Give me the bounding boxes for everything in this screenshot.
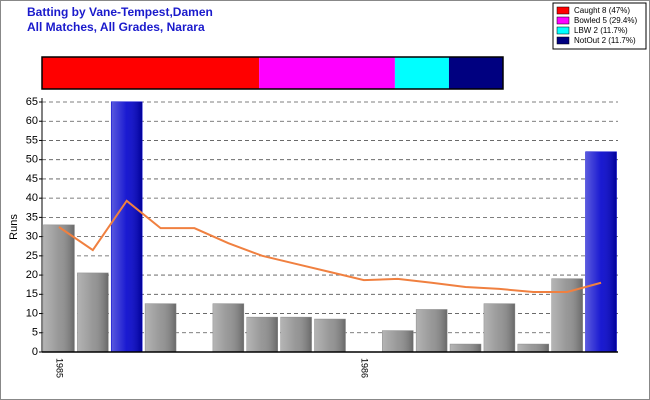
- y-tick-label: 30: [26, 231, 38, 243]
- legend-swatch: [556, 36, 570, 45]
- bar-shade: [450, 344, 481, 352]
- y-tick-label: 20: [26, 269, 38, 281]
- y-tick-label: 10: [26, 307, 38, 319]
- bar-shade: [246, 317, 278, 352]
- y-tick-label: 0: [32, 346, 38, 358]
- legend-swatch: [556, 16, 570, 25]
- y-tick-label: 25: [26, 250, 38, 262]
- bar-shade: [145, 303, 176, 352]
- bar-shade: [213, 303, 244, 352]
- y-axis-label: Runs: [8, 214, 20, 240]
- proportion-segment: [448, 57, 503, 89]
- y-tick-label: 60: [26, 115, 38, 127]
- y-tick-label: 5: [32, 327, 38, 339]
- y-tick-label: 65: [26, 96, 38, 108]
- bar-shade: [585, 152, 617, 352]
- chart-title: Batting by Vane-Tempest,Damen: [27, 5, 213, 19]
- bar-shade: [314, 319, 346, 352]
- y-tick-label: 15: [26, 288, 38, 300]
- bar-shade: [77, 273, 109, 352]
- x-tick-label: 1985: [55, 358, 65, 378]
- y-tick-label: 45: [26, 173, 38, 185]
- bar-shade: [416, 309, 447, 352]
- proportion-border: [41, 56, 504, 90]
- average-line: [58, 199, 602, 293]
- legend-swatch: [556, 26, 570, 35]
- y-tick-label: 35: [26, 211, 38, 223]
- proportion-segment: [42, 57, 260, 89]
- legend-label: Bowled 5 (29.4%): [574, 16, 637, 25]
- bar-shade: [111, 102, 142, 352]
- bar-shade: [484, 303, 515, 352]
- bar-shade: [518, 344, 549, 352]
- legend-swatch: [556, 6, 570, 15]
- y-tick-label: 50: [26, 154, 38, 166]
- chart-subtitle: All Matches, All Grades, Narara: [27, 20, 205, 34]
- proportion-segment: [394, 57, 449, 89]
- proportion-segment: [259, 57, 395, 89]
- y-tick-label: 40: [26, 192, 38, 204]
- bar-shade: [280, 317, 312, 352]
- legend-label: NotOut 2 (11.7%): [574, 36, 636, 45]
- legend-label: Caught 8 (47%): [574, 6, 630, 15]
- x-tick-label: 1986: [360, 358, 370, 378]
- y-tick-label: 55: [26, 134, 38, 146]
- legend-label: LBW 2 (11.7%): [574, 26, 628, 35]
- bar-shade: [43, 225, 75, 352]
- bar-shade: [382, 330, 414, 352]
